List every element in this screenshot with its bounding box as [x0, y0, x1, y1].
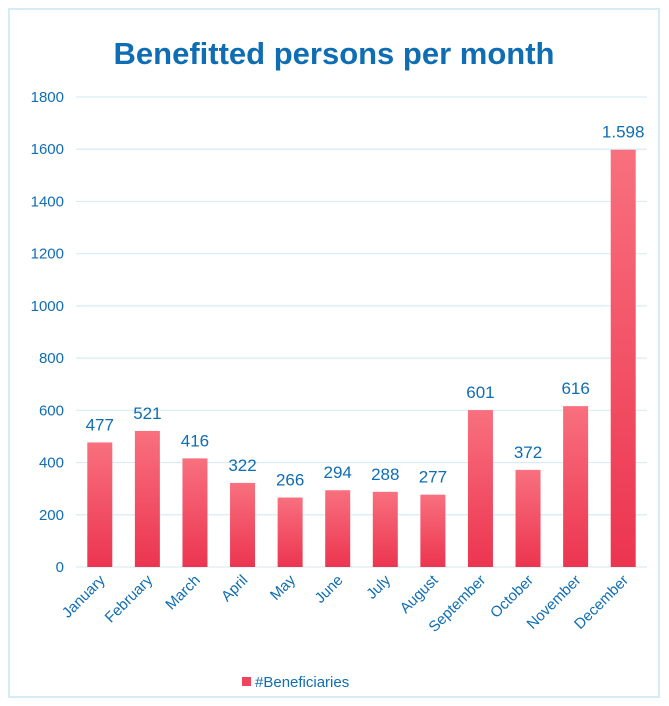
legend-swatch: [242, 677, 251, 686]
y-tick-label: 0: [56, 559, 64, 576]
gridlines: [76, 96, 647, 568]
x-tick-label: April: [218, 572, 251, 605]
data-label: 372: [514, 443, 542, 462]
chart-title: Benefitted persons per month: [114, 36, 555, 71]
bar-august: [420, 494, 446, 567]
x-tick-label: March: [162, 572, 203, 613]
bar-july: [372, 491, 398, 567]
bar-september: [467, 410, 493, 567]
y-tick-label: 200: [39, 507, 64, 524]
bar-february: [134, 430, 160, 567]
bar-november: [563, 406, 589, 567]
x-tick-label: July: [363, 571, 394, 602]
data-label: 277: [419, 468, 447, 487]
y-tick-label: 1600: [31, 141, 64, 158]
data-label: 288: [371, 465, 399, 484]
data-labels: 477 521 416 322 266 294 288 277 601 372 616 1.598: [86, 123, 645, 490]
y-tick-label: 1000: [31, 298, 64, 315]
legend-label: #Beneficiaries: [255, 674, 349, 691]
bar-december: [610, 149, 636, 567]
data-label: 322: [228, 456, 256, 475]
bar-march: [182, 458, 208, 567]
bar-january: [87, 442, 113, 567]
y-axis-ticks: 0 200 400 600 800 1000 1200 1400 1600 1800: [31, 89, 64, 576]
x-tick-label: February: [102, 571, 157, 626]
y-tick-label: 1800: [31, 89, 64, 106]
data-label: 601: [466, 383, 494, 402]
y-tick-label: 400: [39, 455, 64, 472]
x-tick-label: June: [312, 572, 347, 607]
bar-april: [230, 482, 256, 567]
y-tick-label: 600: [39, 402, 64, 419]
y-tick-label: 800: [39, 350, 64, 367]
y-tick-label: 1200: [31, 246, 64, 263]
bars: [87, 149, 636, 567]
y-tick-label: 1400: [31, 193, 64, 210]
data-label: 477: [86, 415, 114, 434]
x-tick-label: August: [397, 571, 443, 617]
data-label: 521: [133, 404, 161, 423]
legend: #Beneficiaries: [242, 674, 349, 691]
chart-frame: [8, 8, 660, 698]
data-label: 266: [276, 471, 304, 490]
data-label: 416: [181, 431, 209, 450]
bar-june: [325, 490, 351, 567]
data-label: 294: [324, 463, 352, 482]
data-label: 1.598: [602, 123, 645, 142]
bar-may: [277, 497, 303, 567]
data-label: 616: [561, 379, 589, 398]
x-tick-label: May: [267, 571, 299, 603]
bar-october: [515, 469, 541, 567]
